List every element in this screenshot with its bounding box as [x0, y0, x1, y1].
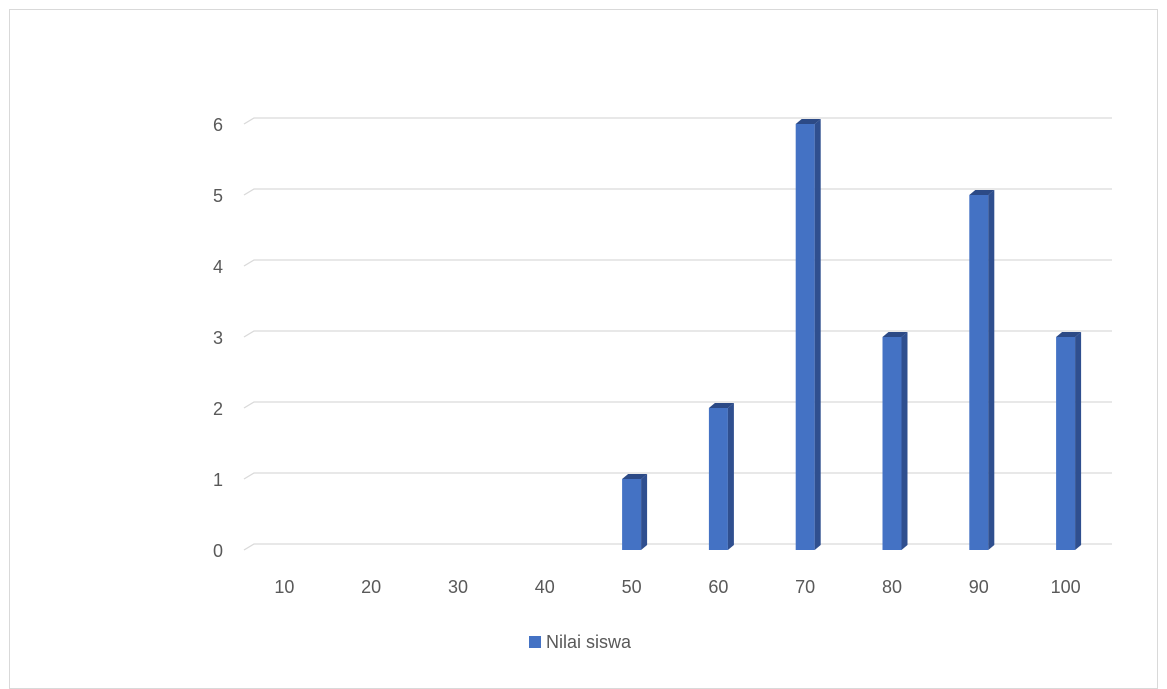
bar-top	[622, 474, 648, 479]
y-tick-label: 4	[213, 257, 223, 277]
bar-front	[969, 195, 989, 550]
x-tick-label: 100	[1051, 577, 1081, 597]
y-tick-label: 1	[213, 470, 223, 490]
bar-side	[814, 119, 821, 550]
x-tick-label: 20	[361, 577, 381, 597]
bars	[622, 119, 1082, 550]
bar	[622, 474, 648, 550]
bar-side	[988, 190, 995, 550]
legend-label: Nilai siswa	[546, 632, 632, 652]
x-tick-label: 50	[622, 577, 642, 597]
bar-side	[727, 403, 734, 550]
x-tick-label: 30	[448, 577, 468, 597]
y-axis-labels: 0 1 2 3 4 5 6	[213, 115, 223, 561]
gridline	[243, 188, 1112, 196]
gridline	[243, 117, 1112, 125]
bar-front	[1056, 337, 1076, 550]
bar	[969, 190, 995, 550]
bar-front	[622, 479, 642, 550]
bar-front	[708, 408, 728, 550]
gridline	[243, 259, 1112, 267]
bar-top	[1056, 332, 1082, 337]
bar-front	[795, 124, 815, 550]
x-tick-label: 60	[708, 577, 728, 597]
y-tick-label: 5	[213, 186, 223, 206]
legend-swatch	[529, 636, 541, 648]
x-tick-label: 40	[535, 577, 555, 597]
gridline	[243, 543, 1112, 551]
bar-front	[882, 337, 902, 550]
x-tick-label: 10	[274, 577, 294, 597]
bar-side	[901, 332, 908, 550]
bar-chart: 0 1 2 3 4 5 6 10 20 30 40 50 60 70 80 90 100 Nilai sisw…	[213, 115, 1112, 652]
bar	[1056, 332, 1082, 550]
bar-top	[882, 332, 908, 337]
bar	[795, 119, 821, 550]
x-tick-label: 70	[795, 577, 815, 597]
gridline	[243, 330, 1112, 338]
y-tick-label: 6	[213, 115, 223, 135]
x-tick-label: 80	[882, 577, 902, 597]
gridline	[243, 472, 1112, 480]
x-axis-labels: 10 20 30 40 50 60 70 80 90 100	[274, 577, 1080, 597]
chart-frame	[9, 9, 1158, 689]
bar-side	[641, 474, 648, 550]
bar-top	[969, 190, 995, 195]
y-tick-label: 3	[213, 328, 223, 348]
legend: Nilai siswa	[529, 632, 632, 652]
gridlines	[243, 117, 1112, 551]
bar-top	[795, 119, 821, 124]
gridline	[243, 401, 1112, 409]
x-tick-label: 90	[969, 577, 989, 597]
bar	[708, 403, 734, 550]
bar-side	[1075, 332, 1082, 550]
bar	[882, 332, 908, 550]
y-tick-label: 2	[213, 399, 223, 419]
bar-top	[708, 403, 734, 408]
y-tick-label: 0	[213, 541, 223, 561]
